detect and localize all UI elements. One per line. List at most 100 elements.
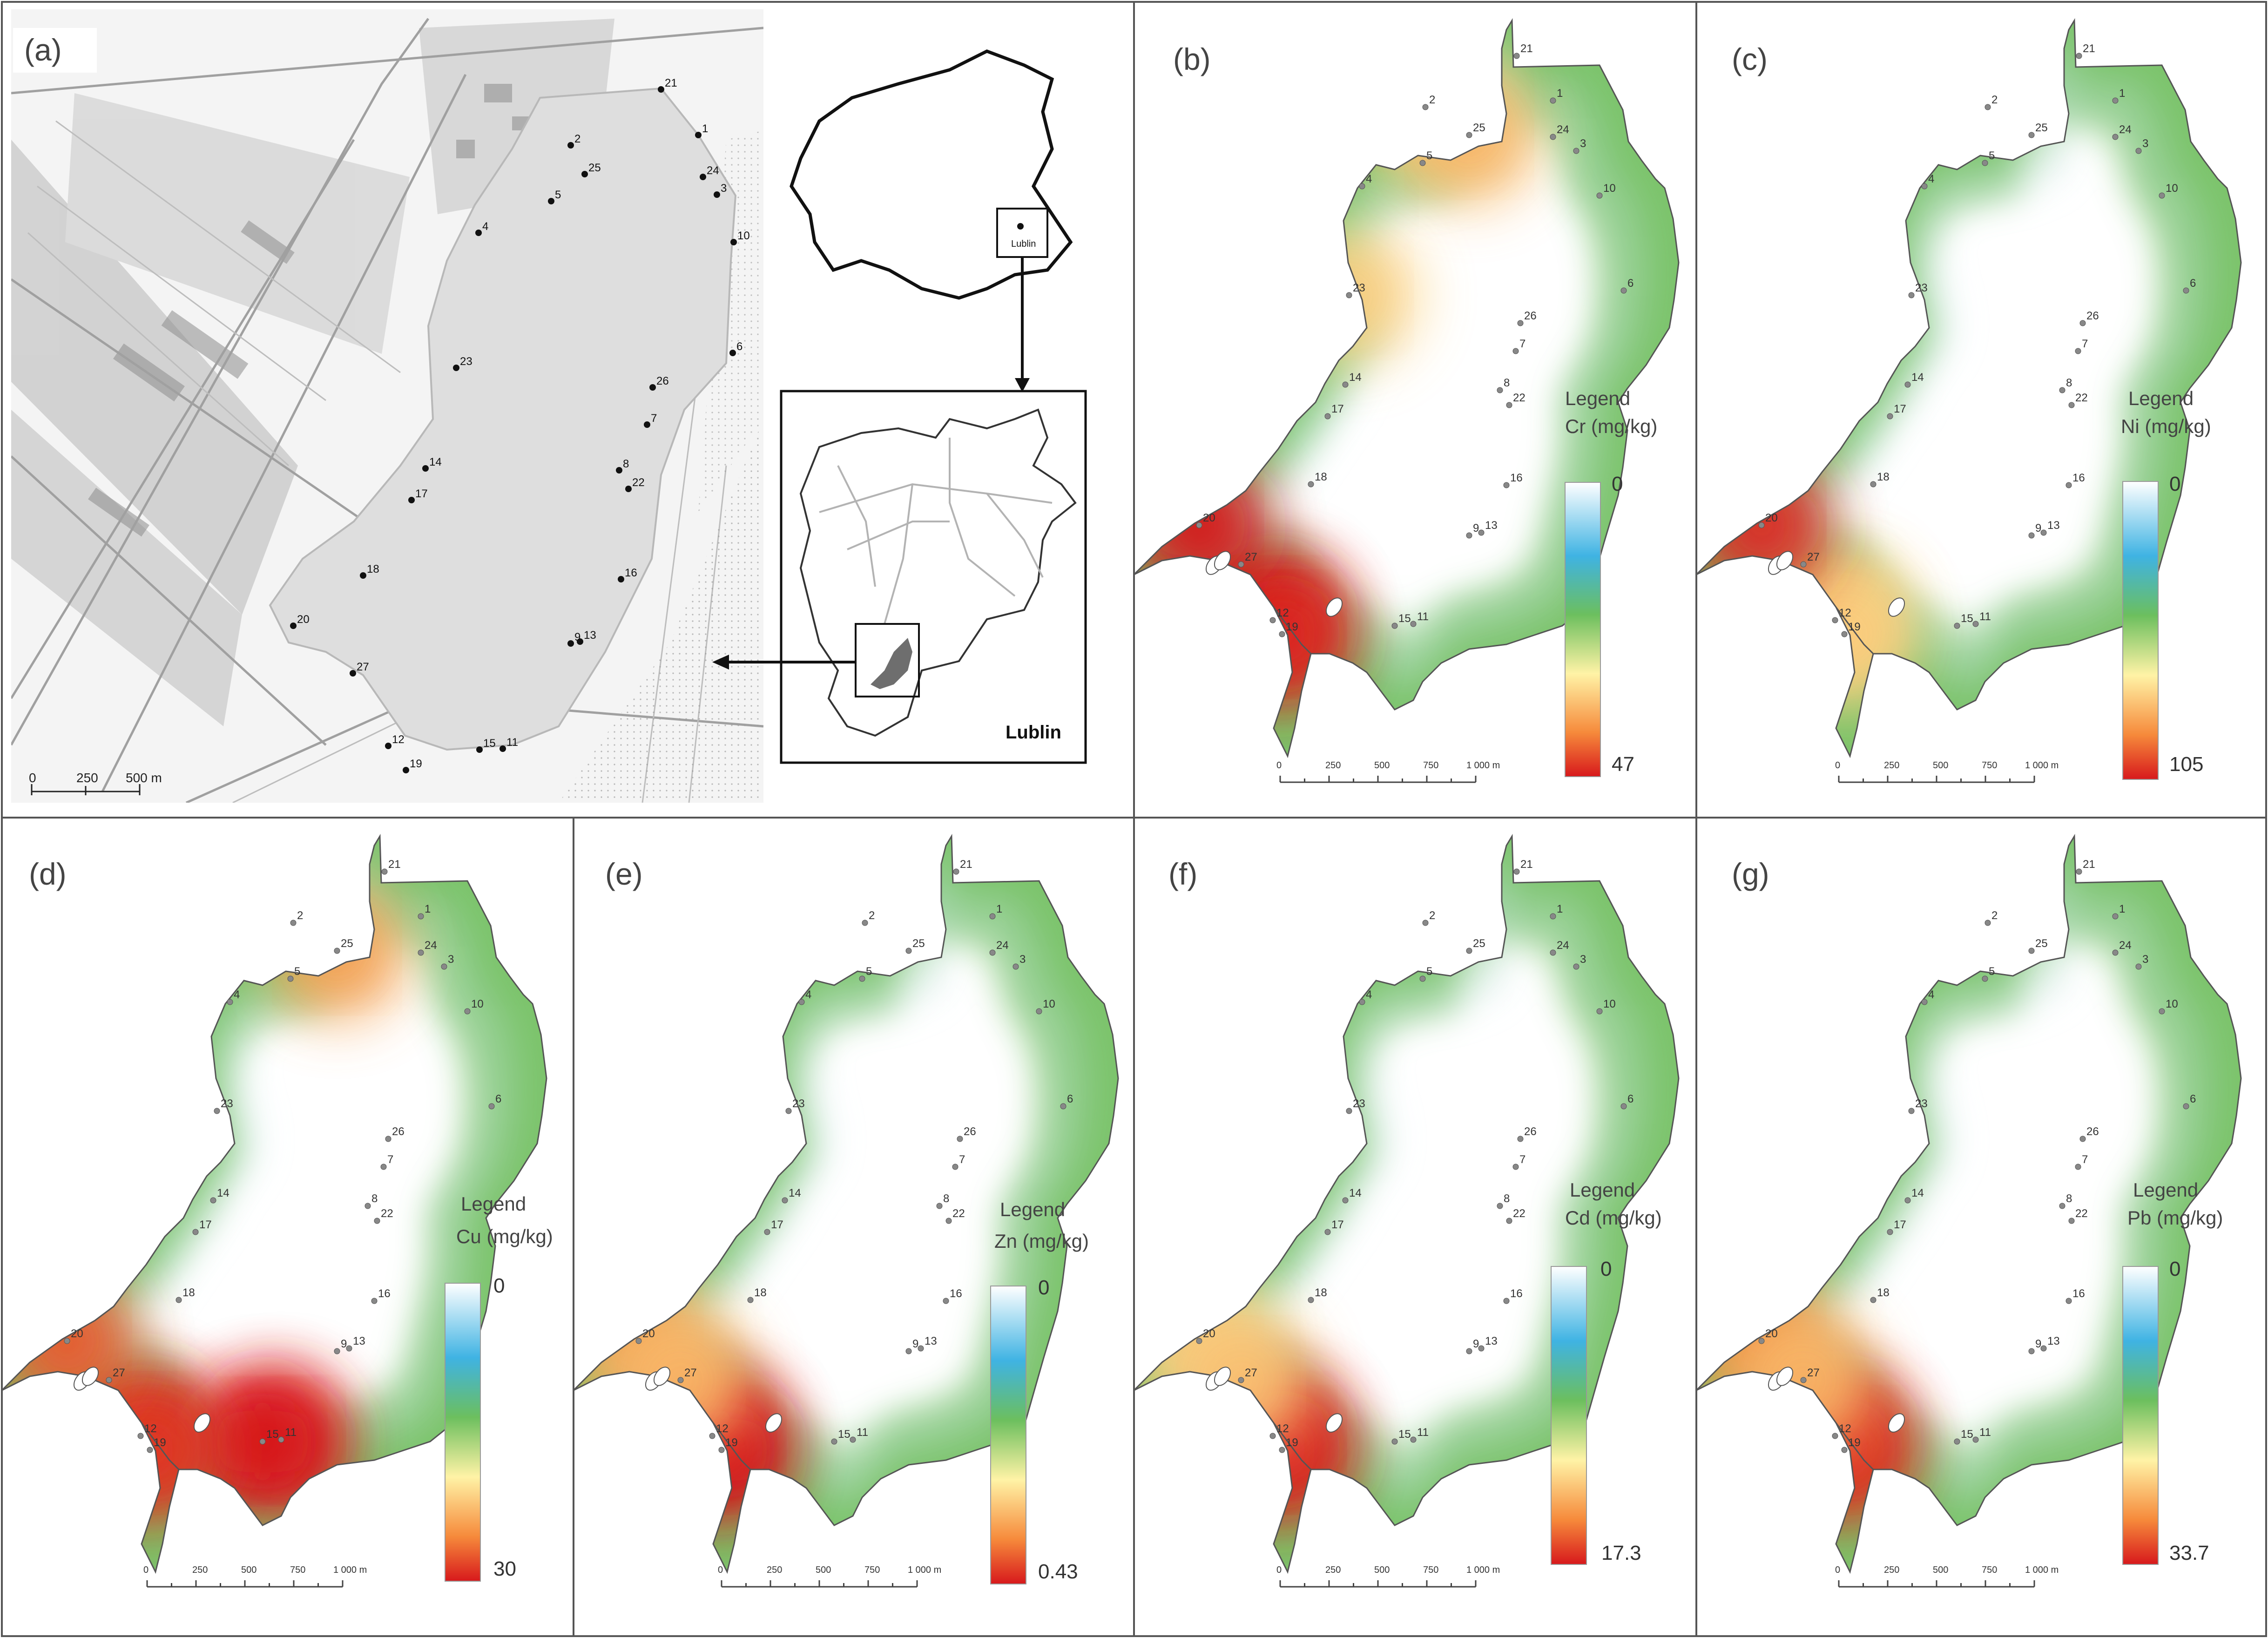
site-marker-b-14 xyxy=(1342,381,1349,388)
site-marker-b-5 xyxy=(1419,160,1426,166)
site-label-f-13: 13 xyxy=(1485,1335,1498,1347)
site-marker-f-12 xyxy=(1269,1433,1276,1439)
scale-tick-f-0: 0 xyxy=(1276,1565,1282,1575)
site-marker-g-14 xyxy=(1904,1197,1911,1204)
site-marker-c-26 xyxy=(2079,320,2086,326)
site-marker-d-13 xyxy=(346,1345,352,1352)
site-label-b-16: 16 xyxy=(1510,472,1523,484)
site-marker-d-19 xyxy=(147,1447,153,1453)
site-a-marker-4 xyxy=(475,230,482,236)
scale-tick-b-1: 250 xyxy=(1325,760,1341,771)
site-a-marker-25 xyxy=(581,171,588,177)
site-marker-b-4 xyxy=(1359,183,1365,190)
site-marker-c-15 xyxy=(1954,623,1960,629)
site-label-d-5: 5 xyxy=(294,965,300,978)
site-label-d-13: 13 xyxy=(353,1335,365,1347)
lublin-locator-dot xyxy=(1017,223,1024,230)
site-label-c-8: 8 xyxy=(2066,377,2072,389)
scale-tick-f-1: 250 xyxy=(1325,1565,1341,1575)
site-marker-d-3 xyxy=(441,963,447,970)
site-marker-b-6 xyxy=(1620,287,1627,294)
scale-tick-a-250: 250 xyxy=(76,771,98,785)
site-label-e-7: 7 xyxy=(959,1153,965,1166)
site-a-label-23: 23 xyxy=(460,355,472,368)
site-label-e-17: 17 xyxy=(771,1218,783,1231)
site-label-c-1: 1 xyxy=(2119,87,2125,100)
island xyxy=(1325,597,1343,617)
site-a-marker-6 xyxy=(729,350,736,356)
site-label-f-6: 6 xyxy=(1627,1093,1634,1105)
site-label-e-22: 22 xyxy=(952,1207,965,1220)
site-label-c-16: 16 xyxy=(2072,472,2085,484)
lake-zemborzycki xyxy=(269,87,737,751)
site-label-e-2: 2 xyxy=(869,909,875,922)
site-label-g-7: 7 xyxy=(2082,1153,2088,1166)
site-label-d-11: 11 xyxy=(285,1426,297,1439)
site-label-c-10: 10 xyxy=(2166,182,2178,195)
site-a-label-25: 25 xyxy=(588,162,601,174)
site-label-b-26: 26 xyxy=(1524,310,1537,322)
site-a-label-3: 3 xyxy=(721,182,727,195)
site-label-e-16: 16 xyxy=(950,1287,962,1300)
site-marker-e-7 xyxy=(952,1164,958,1170)
site-marker-c-18 xyxy=(1870,481,1876,487)
island xyxy=(1214,551,1231,570)
site-a-label-8: 8 xyxy=(623,458,629,470)
site-marker-b-16 xyxy=(1503,482,1510,488)
site-marker-g-6 xyxy=(2183,1103,2189,1110)
site-marker-g-9 xyxy=(2028,1348,2035,1354)
interpolation-field-f xyxy=(1134,836,1679,1572)
site-label-f-4: 4 xyxy=(1366,988,1372,1001)
site-marker-e-2 xyxy=(862,920,868,926)
legend-title-e: Legend xyxy=(1000,1198,1065,1220)
scale-bar-f xyxy=(1279,1580,1477,1588)
island xyxy=(1776,551,1794,570)
scale-tick-d-1: 250 xyxy=(192,1565,208,1575)
site-marker-c-25 xyxy=(2028,132,2035,138)
site-marker-c-4 xyxy=(1921,183,1928,190)
legend-title-f: Legend xyxy=(1570,1179,1635,1201)
scale-tick-c-2: 500 xyxy=(1933,760,1948,771)
scale-tick-f-2: 500 xyxy=(1374,1565,1390,1575)
site-label-g-20: 20 xyxy=(1765,1327,1778,1340)
site-marker-g-12 xyxy=(1832,1433,1838,1439)
site-a-marker-20 xyxy=(290,623,297,629)
map-panel-g: 1234567891011121314151617181920212223242… xyxy=(1695,833,2242,1588)
site-label-g-10: 10 xyxy=(2166,998,2178,1010)
site-label-b-17: 17 xyxy=(1331,403,1344,415)
site-label-g-18: 18 xyxy=(1877,1286,1890,1299)
site-a-label-21: 21 xyxy=(665,77,677,89)
site-label-e-11: 11 xyxy=(857,1426,868,1439)
site-marker-d-15 xyxy=(259,1438,266,1445)
site-label-c-13: 13 xyxy=(2047,519,2060,532)
site-label-f-17: 17 xyxy=(1331,1218,1344,1231)
site-marker-b-10 xyxy=(1596,192,1603,199)
site-label-b-7: 7 xyxy=(1519,338,1526,350)
site-marker-c-20 xyxy=(1758,522,1765,528)
site-label-g-24: 24 xyxy=(2119,939,2132,952)
site-marker-d-18 xyxy=(176,1297,182,1303)
site-label-f-27: 27 xyxy=(1245,1367,1257,1379)
site-marker-c-22 xyxy=(2068,402,2075,408)
site-label-f-12: 12 xyxy=(1276,1422,1289,1435)
poland-to-city-arrowhead xyxy=(1015,378,1030,392)
site-label-f-22: 22 xyxy=(1513,1207,1526,1220)
site-label-f-9: 9 xyxy=(1473,1338,1479,1350)
site-marker-d-24 xyxy=(418,949,424,956)
site-label-f-20: 20 xyxy=(1203,1327,1215,1340)
scale-bar-g xyxy=(1838,1580,2035,1588)
site-a-label-20: 20 xyxy=(297,613,310,626)
site-marker-f-7 xyxy=(1512,1164,1519,1170)
site-label-d-24: 24 xyxy=(425,939,437,952)
site-label-f-11: 11 xyxy=(1417,1426,1429,1439)
site-label-g-8: 8 xyxy=(2066,1192,2072,1205)
panel-label-e: (e) xyxy=(605,857,643,891)
legend-max-c: 105 xyxy=(2169,753,2203,776)
legend-max-d: 30 xyxy=(493,1557,516,1580)
site-marker-e-17 xyxy=(764,1229,770,1235)
site-a-label-1: 1 xyxy=(702,122,708,135)
site-label-d-17: 17 xyxy=(199,1218,212,1231)
